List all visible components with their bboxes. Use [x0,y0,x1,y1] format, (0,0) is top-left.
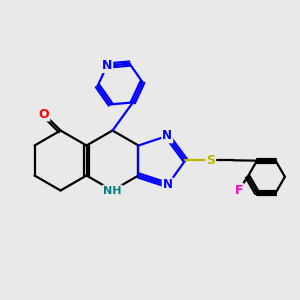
Text: N: N [163,178,173,191]
Text: NH: NH [103,185,122,196]
Text: O: O [39,107,50,121]
Text: S: S [206,154,215,167]
Text: F: F [234,184,243,197]
Text: N: N [102,59,112,72]
Text: N: N [162,129,172,142]
